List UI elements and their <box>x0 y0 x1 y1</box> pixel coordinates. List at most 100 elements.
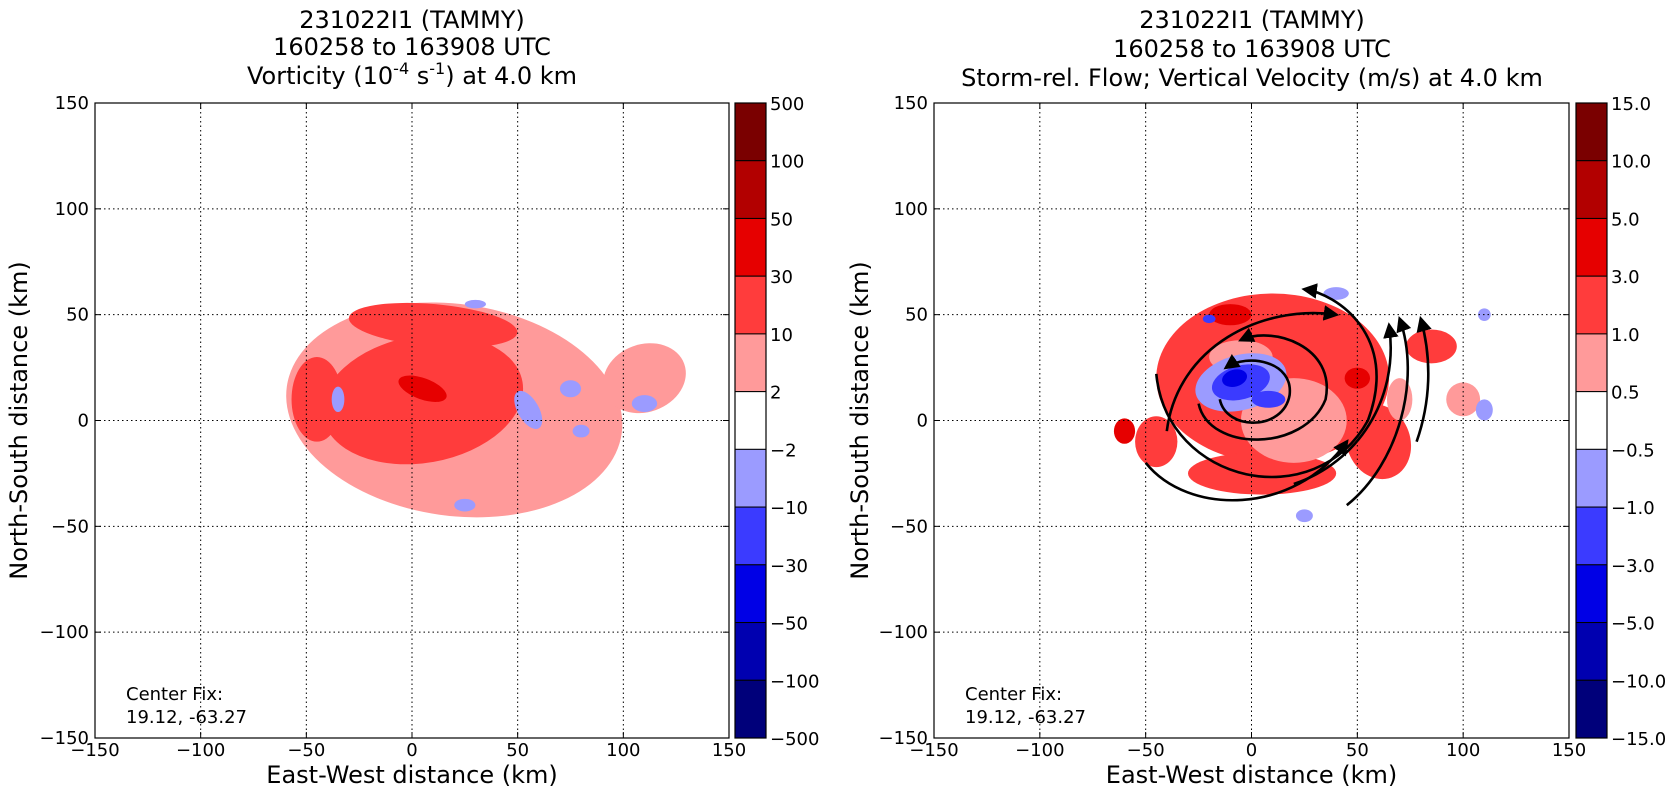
field-region <box>348 302 518 348</box>
x-tick-label: 150 <box>712 740 746 761</box>
colorbar-label: −5.0 <box>1611 614 1655 635</box>
colorbar-segment <box>734 333 767 393</box>
colorbar-label: 2 <box>770 383 781 404</box>
field-region <box>1446 382 1481 417</box>
colorbar-segment <box>1575 679 1608 739</box>
colorbar-segment <box>734 160 767 219</box>
y-tick-label: −100 <box>879 622 928 643</box>
y-tick-label: −150 <box>879 728 928 749</box>
colorbar-label: −100 <box>770 671 819 692</box>
colorbar-label: 0.5 <box>1611 383 1640 404</box>
colorbar-segment <box>1575 448 1608 508</box>
colorbar-label: −15.0 <box>1611 729 1666 750</box>
x-axis-label: East-West distance (km) <box>1106 761 1397 789</box>
y-tick-label: 150 <box>55 93 89 114</box>
colorbar-label: −10.0 <box>1611 671 1666 692</box>
colorbar-label: −2 <box>770 440 797 461</box>
chart-title-field: Vorticity (10-4 s-1) at 4.0 km <box>247 59 577 90</box>
colorbar-label: 10.0 <box>1611 152 1651 173</box>
y-axis-label: North-South distance (km) <box>5 261 33 580</box>
colorbar-label: 15.0 <box>1611 94 1651 115</box>
title-part: s <box>409 62 429 90</box>
colorbar-label: −500 <box>770 729 819 750</box>
streamlines-layer <box>1144 283 1432 507</box>
colorbar-label: 100 <box>770 152 804 173</box>
center-fix-value: 19.12, -63.27 <box>965 707 1086 728</box>
center-fix-label: Center Fix: <box>965 684 1062 705</box>
field-region <box>1113 418 1136 444</box>
y-tick-label: −50 <box>890 516 928 537</box>
field-region <box>1295 509 1313 523</box>
field-region <box>1135 416 1178 468</box>
streamline <box>1345 315 1412 507</box>
colorbar-frame <box>734 102 767 739</box>
field-region <box>559 380 582 398</box>
title-part: Vorticity (10 <box>247 62 393 90</box>
x-tick-label: 0 <box>406 740 417 761</box>
colorbar-segment <box>1575 217 1608 277</box>
field-region <box>1209 304 1252 326</box>
chart-title-line: 160258 to 163908 UTC <box>1113 35 1391 63</box>
x-tick-label: −150 <box>909 740 958 761</box>
x-tick-label: 50 <box>506 740 529 761</box>
colorbar-label: 30 <box>770 267 793 288</box>
colorbar-segment <box>1575 622 1608 681</box>
x-tick-label: −50 <box>287 740 325 761</box>
chart-title-line: 231022I1 (TAMMY) <box>1139 6 1365 34</box>
colorbar-label: 50 <box>770 209 793 230</box>
field-region <box>1475 399 1493 421</box>
x-tick-label: −100 <box>176 740 225 761</box>
colorbar-segment <box>1575 102 1608 162</box>
vorticity-panel: −150 −100 −50 0 50 100 150−150−100−50050100150… <box>5 6 819 789</box>
colorbar-label: 5.0 <box>1611 209 1640 230</box>
colorbar-segment <box>734 506 767 566</box>
x-axis-label: East-West distance (km) <box>266 761 557 789</box>
field-region <box>464 299 486 309</box>
y-tick-label: 50 <box>905 305 928 326</box>
title-part: ) at 4.0 km <box>445 62 577 90</box>
colorbar-segment <box>1575 506 1608 566</box>
colorbar-label: 1.0 <box>1611 325 1640 346</box>
y-axis-label: North-South distance (km) <box>846 261 874 580</box>
y-tick-label: −50 <box>51 516 89 537</box>
colorbar-label: 3.0 <box>1611 267 1640 288</box>
chart-title-line: 160258 to 163908 UTC <box>273 33 551 61</box>
field-region <box>1386 378 1413 421</box>
colorbar-segment <box>734 102 767 162</box>
x-tick-label: 0 <box>1246 740 1257 761</box>
field-region <box>331 386 345 413</box>
colorbar-segment <box>734 622 767 681</box>
field-region <box>1406 329 1457 364</box>
y-tick-label: 0 <box>917 411 928 432</box>
field-region <box>1251 390 1286 408</box>
streamline <box>1155 283 1378 479</box>
field-region <box>1345 404 1412 480</box>
colorbar-segment <box>734 275 767 335</box>
colorbar-segment <box>1575 564 1608 624</box>
x-tick-label: 100 <box>1446 740 1480 761</box>
colorbar-label: −3.0 <box>1611 556 1655 577</box>
field-region <box>454 498 476 512</box>
colorbar-label: −1.0 <box>1611 498 1655 519</box>
colorbar-label: −50 <box>770 614 808 635</box>
colorbar-segment <box>1575 333 1608 393</box>
center-fix-value: 19.12, -63.27 <box>126 707 247 728</box>
colorbar-frame <box>1575 102 1608 739</box>
colorbar-segment <box>734 217 767 277</box>
colorbar-segment <box>734 448 767 508</box>
chart-title-line: Storm-rel. Flow; Vertical Velocity (m/s)… <box>961 64 1543 92</box>
streamline <box>1144 439 1349 502</box>
field-region <box>1323 287 1349 300</box>
field-region <box>398 375 447 402</box>
colorbar-label: −10 <box>770 498 808 519</box>
vertical-velocity-panel: −150 −100 −50 0 50 100 150 −150 −100 −50 0 50 100 150… <box>846 6 1666 789</box>
field-region <box>572 424 590 438</box>
colorbar-segment <box>734 391 767 450</box>
x-tick-label: −150 <box>70 740 119 761</box>
y-tick-label: 0 <box>78 411 89 432</box>
streamline <box>1197 327 1329 441</box>
x-tick-label: −100 <box>1015 740 1064 761</box>
colorbar-segment <box>734 564 767 624</box>
